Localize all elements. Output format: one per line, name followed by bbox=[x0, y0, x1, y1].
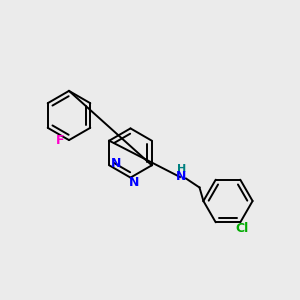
Text: N: N bbox=[129, 176, 139, 190]
Text: N: N bbox=[176, 169, 187, 183]
Text: Cl: Cl bbox=[235, 222, 248, 236]
Text: H: H bbox=[177, 164, 186, 175]
Text: F: F bbox=[56, 134, 65, 147]
Text: N: N bbox=[111, 157, 121, 170]
